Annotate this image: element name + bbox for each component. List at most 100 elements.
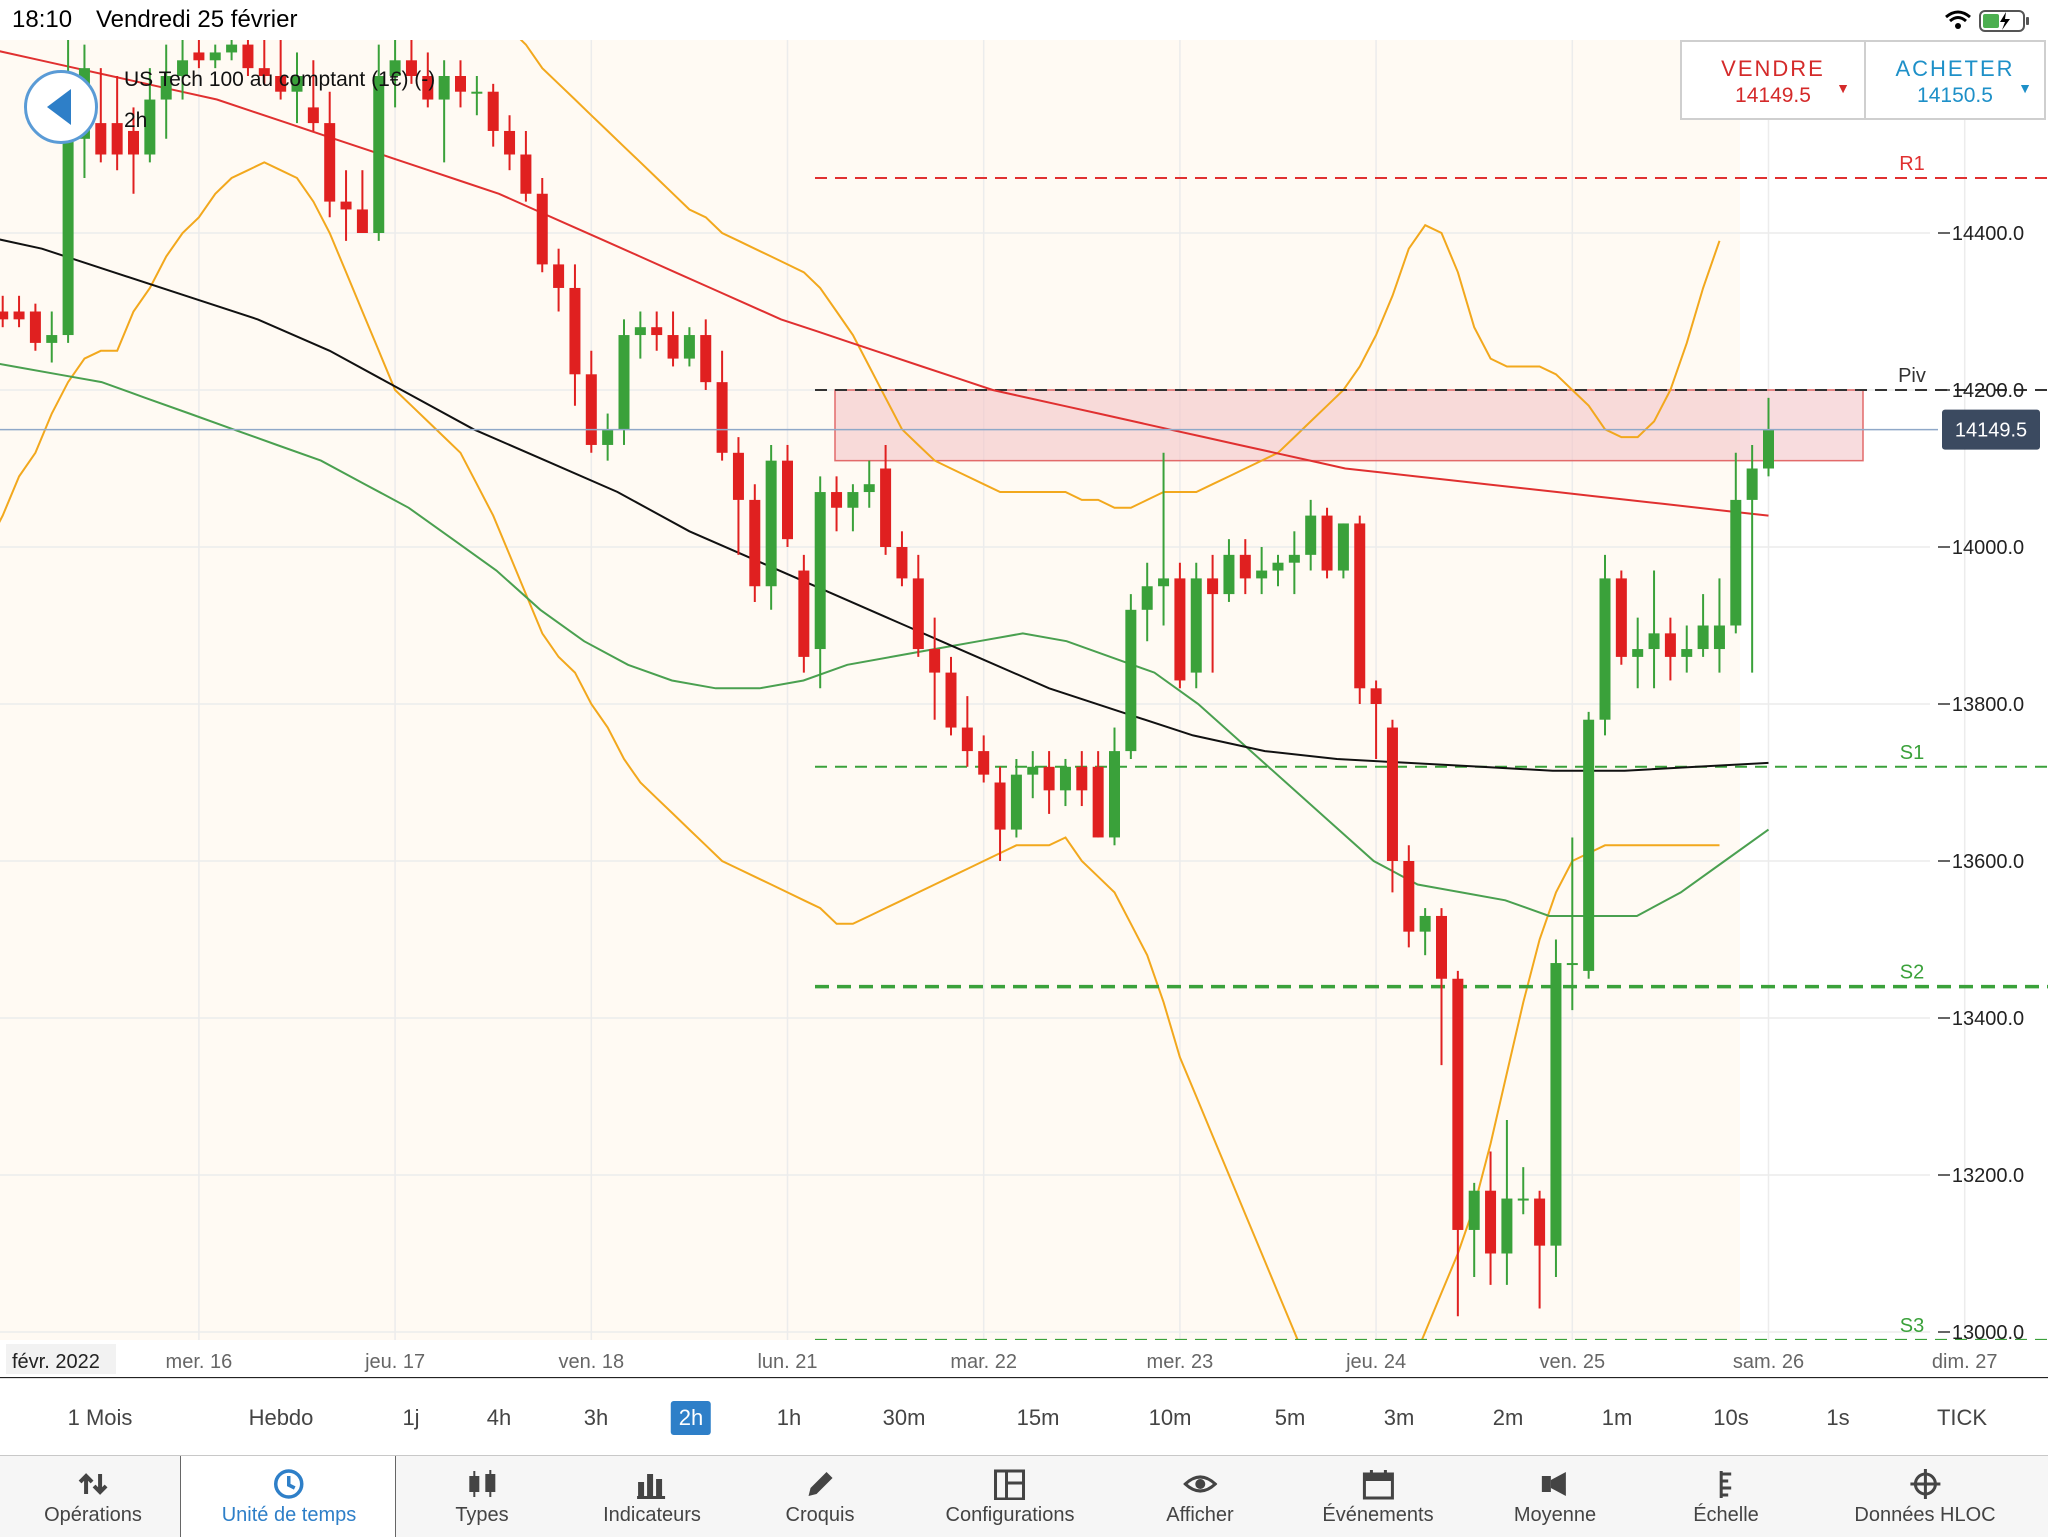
toolbar-item-crosshair[interactable]: Données HLOC xyxy=(1854,1456,1996,1537)
toolbar-item-layout[interactable]: Configurations xyxy=(946,1456,1074,1537)
y-tick-label: 14200.0 xyxy=(1952,380,2024,402)
timeframe-1h[interactable]: 1h xyxy=(776,1405,802,1430)
candle xyxy=(1207,554,1219,673)
candle-body xyxy=(700,335,712,383)
candle xyxy=(0,295,9,328)
toolbar-item-scale[interactable]: Échelle xyxy=(1693,1456,1759,1537)
timeframe-5m[interactable]: 5m xyxy=(1274,1405,1306,1430)
candle-body xyxy=(1337,523,1349,571)
candle xyxy=(46,311,58,363)
candle-body xyxy=(340,201,352,210)
candle-body xyxy=(1403,861,1415,932)
candle-body xyxy=(1419,915,1431,932)
bollinger-lower-line xyxy=(0,161,1720,1378)
candle-body xyxy=(553,264,565,288)
candle-body xyxy=(798,570,810,657)
candle-body xyxy=(536,193,548,265)
candle xyxy=(1125,594,1137,759)
candle-body xyxy=(1648,633,1660,650)
candle xyxy=(291,52,303,124)
candle xyxy=(160,44,172,139)
up-down-arrows-icon xyxy=(78,1473,108,1495)
status-time: 18:10 xyxy=(12,6,73,33)
back-arrow-icon xyxy=(47,89,71,125)
timeframe-3m[interactable]: 3m xyxy=(1383,1405,1415,1430)
timeframe-2h[interactable]: 2h xyxy=(670,1401,712,1435)
candle xyxy=(912,554,924,657)
toolbar-item-eye[interactable]: Afficher xyxy=(1166,1456,1234,1537)
candle xyxy=(1059,758,1071,807)
timeframe-10m[interactable]: 10m xyxy=(1148,1405,1192,1430)
buy-label: ACHETER xyxy=(1895,56,2015,81)
date-label: mar. 22 xyxy=(950,1351,1017,1373)
timeframe-4h[interactable]: 4h xyxy=(486,1405,512,1430)
timeframe-1s[interactable]: 1s xyxy=(1826,1405,1850,1430)
sell-button[interactable]: VENDRE 14149.5 ▼ xyxy=(1682,42,1866,118)
timeframe-hebdo[interactable]: Hebdo xyxy=(248,1405,314,1430)
toolbar-item-up-down-arrows[interactable]: Opérations xyxy=(44,1456,142,1537)
sell-price: 14149.5 xyxy=(1735,84,1811,107)
toolbar-item-label: Afficher xyxy=(1166,1504,1234,1526)
candle-body xyxy=(1010,774,1022,830)
candle-body xyxy=(13,311,25,320)
candle xyxy=(1730,452,1742,634)
bar-chart-icon xyxy=(637,1474,665,1499)
time-axis[interactable]: févr. 2022 mer. 16 jeu. 17 ven. 18 lun. 21 ma… xyxy=(0,1340,2048,1378)
back-button[interactable] xyxy=(24,70,98,144)
level-label-piv: Piv xyxy=(1898,365,1926,387)
toolbar-item-pencil[interactable]: Croquis xyxy=(785,1456,855,1537)
buy-button[interactable]: ACHETER 14150.5 ▼ xyxy=(1864,42,2046,118)
toolbar-item-bar-chart[interactable]: Indicateurs xyxy=(603,1456,701,1537)
zone-rect xyxy=(834,389,1864,462)
candle-body xyxy=(634,327,646,336)
candle-body xyxy=(765,460,777,587)
candle-body xyxy=(1386,727,1398,861)
candle-body xyxy=(1043,766,1055,791)
wifi-icon xyxy=(1945,10,1971,29)
candle xyxy=(1370,680,1382,759)
price-axis[interactable]: 14400.0 14200.0 14000.0 13800.0 13600.0 13400… xyxy=(0,223,2040,1344)
toolbar-item-clock[interactable]: Unité de temps xyxy=(222,1456,356,1537)
crosshair-icon xyxy=(1910,1469,1940,1499)
candle-body xyxy=(389,60,401,76)
toolbar-item-candles[interactable]: Types xyxy=(455,1456,509,1537)
chart-shade xyxy=(0,40,1740,1340)
candle xyxy=(405,40,417,84)
candle-body xyxy=(1354,523,1366,689)
candle-body xyxy=(929,649,941,673)
candle xyxy=(1043,751,1055,814)
timeframe-2m[interactable]: 2m xyxy=(1492,1405,1524,1430)
candle-body xyxy=(863,484,875,493)
timeframe-3h[interactable]: 3h xyxy=(583,1405,609,1430)
timeframe-1j[interactable]: 1j xyxy=(402,1405,420,1430)
toolbar-item-speaker[interactable]: Moyenne xyxy=(1514,1456,1596,1537)
candle xyxy=(520,130,532,202)
candle xyxy=(700,319,712,390)
candle xyxy=(177,40,189,100)
candle xyxy=(732,437,744,555)
candle xyxy=(667,311,679,367)
toolbar-item-calendar[interactable]: Événements xyxy=(1322,1456,1434,1537)
candle xyxy=(1027,751,1039,799)
candle-body xyxy=(1664,633,1676,657)
candle-body xyxy=(1125,609,1137,752)
toolbar-item-label: Données HLOC xyxy=(1854,1504,1996,1526)
candle-body xyxy=(356,209,368,233)
timeframe-30m[interactable]: 30m xyxy=(882,1405,926,1430)
candle xyxy=(880,444,892,555)
candle-body xyxy=(144,99,156,155)
toolbar-item-label: Croquis xyxy=(785,1504,855,1526)
timeframe-10s[interactable]: 10s xyxy=(1713,1405,1749,1430)
timeframe-1-mois[interactable]: 1 Mois xyxy=(67,1405,133,1430)
candle xyxy=(487,83,499,147)
candle xyxy=(683,327,695,367)
candle xyxy=(1632,617,1644,689)
timeframe-1m[interactable]: 1m xyxy=(1601,1405,1633,1430)
price-chart[interactable]: R1 Piv S1 S2 S3 14400.0 14200.0 14000.0 13800.0… xyxy=(0,40,2048,1378)
timeframe-tick[interactable]: TICK xyxy=(1936,1405,1988,1430)
candle xyxy=(193,40,205,69)
candle xyxy=(356,170,368,233)
timeframe-15m[interactable]: 15m xyxy=(1016,1405,1060,1430)
candle-body xyxy=(667,335,679,359)
candle xyxy=(1321,507,1333,579)
